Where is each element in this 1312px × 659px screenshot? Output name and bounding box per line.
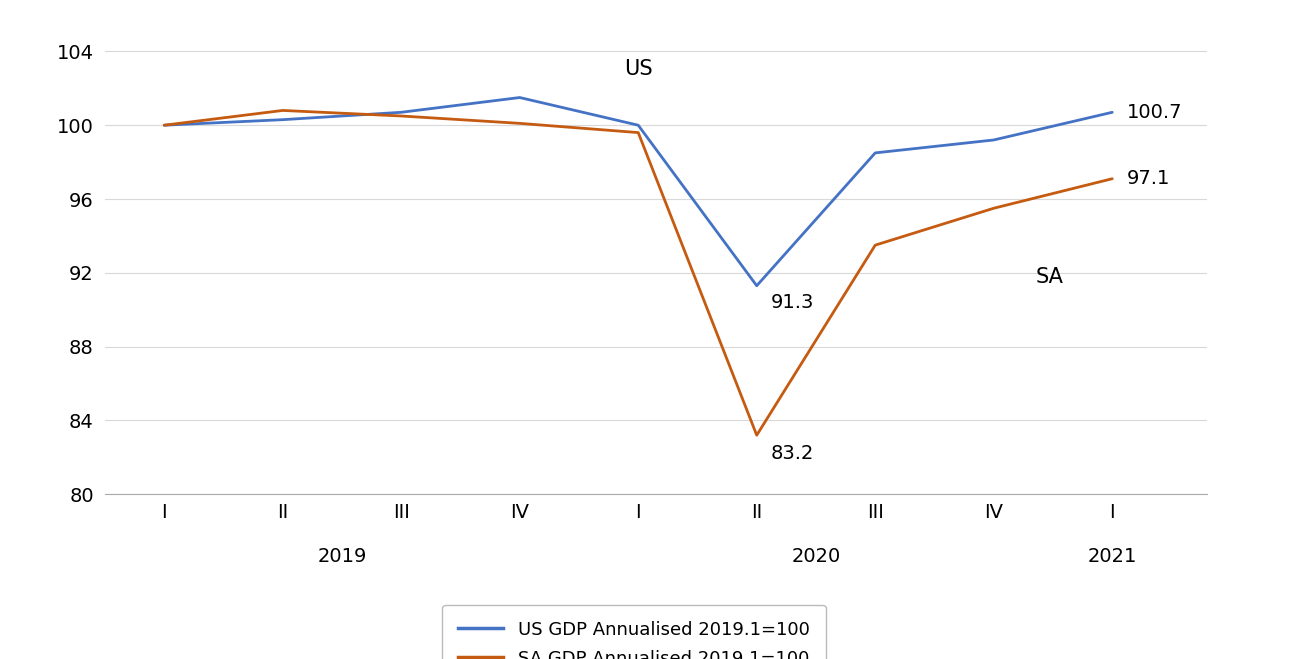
SA GDP Annualised 2019.1=100: [749, 431, 765, 439]
US GDP Annualised 2019.1=100: [1105, 108, 1120, 116]
SA GDP Annualised 2019.1=100: [985, 204, 1001, 212]
SA GDP Annualised 2019.1=100: [512, 119, 527, 127]
US GDP Annualised 2019.1=100: [394, 108, 409, 116]
Text: 2019: 2019: [318, 547, 366, 566]
US GDP Annualised 2019.1=100: [156, 121, 172, 129]
Text: 91.3: 91.3: [771, 293, 815, 312]
Line: SA GDP Annualised 2019.1=100: SA GDP Annualised 2019.1=100: [164, 111, 1113, 435]
US GDP Annualised 2019.1=100: [274, 116, 290, 124]
Text: SA: SA: [1035, 266, 1063, 287]
Text: 2020: 2020: [791, 547, 841, 566]
Legend: US GDP Annualised 2019.1=100, SA GDP Annualised 2019.1=100: US GDP Annualised 2019.1=100, SA GDP Ann…: [442, 605, 827, 659]
SA GDP Annualised 2019.1=100: [394, 112, 409, 120]
US GDP Annualised 2019.1=100: [512, 94, 527, 101]
Text: US: US: [625, 59, 652, 79]
Text: 83.2: 83.2: [771, 444, 815, 463]
SA GDP Annualised 2019.1=100: [630, 129, 646, 136]
SA GDP Annualised 2019.1=100: [1105, 175, 1120, 183]
SA GDP Annualised 2019.1=100: [867, 241, 883, 249]
Text: 97.1: 97.1: [1127, 169, 1170, 188]
US GDP Annualised 2019.1=100: [630, 121, 646, 129]
Line: US GDP Annualised 2019.1=100: US GDP Annualised 2019.1=100: [164, 98, 1113, 286]
SA GDP Annualised 2019.1=100: [274, 107, 290, 115]
US GDP Annualised 2019.1=100: [749, 282, 765, 290]
US GDP Annualised 2019.1=100: [867, 149, 883, 157]
SA GDP Annualised 2019.1=100: [156, 121, 172, 129]
Text: 100.7: 100.7: [1127, 103, 1182, 122]
US GDP Annualised 2019.1=100: [985, 136, 1001, 144]
Text: 2021: 2021: [1088, 547, 1138, 566]
